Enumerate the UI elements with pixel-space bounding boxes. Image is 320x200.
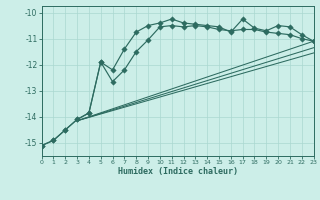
X-axis label: Humidex (Indice chaleur): Humidex (Indice chaleur): [118, 167, 237, 176]
